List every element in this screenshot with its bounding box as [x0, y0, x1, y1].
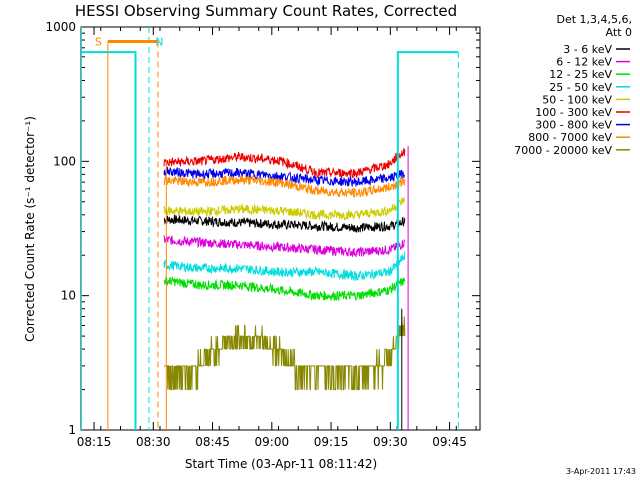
x-tick-label: 08:30 — [136, 435, 171, 449]
series-line — [163, 196, 406, 221]
legend-label: 25 - 50 keV — [549, 81, 612, 94]
x-tick-label: 09:15 — [314, 435, 349, 449]
legend-label: 300 - 800 keV — [535, 119, 612, 132]
series-line — [396, 51, 459, 430]
legend-label: 3 - 6 keV — [563, 43, 612, 56]
y-tick-label: 1 — [68, 423, 76, 437]
timestamp: 3-Apr-2011 17:43 — [566, 467, 636, 476]
legend-label: 12 - 25 keV — [549, 68, 612, 81]
legend-header-line: Att 0 — [606, 26, 632, 39]
series-line — [163, 166, 405, 187]
series-line — [164, 316, 406, 391]
legend-label: 6 - 12 keV — [556, 56, 612, 69]
series-line — [163, 235, 406, 258]
y-axis-title: Corrected Count Rate (s⁻¹ detector⁻¹) — [23, 116, 37, 342]
x-tick-label: 08:15 — [77, 435, 112, 449]
series-line — [163, 148, 406, 179]
legend-label: 7000 - 20000 keV — [514, 144, 612, 157]
y-tick-label: 100 — [53, 154, 76, 168]
chart-title: HESSI Observing Summary Count Rates, Cor… — [75, 2, 457, 20]
x-tick-label: 08:45 — [195, 435, 230, 449]
x-axis-title: Start Time (03-Apr-11 08:11:42) — [185, 457, 377, 471]
x-tick-label: 09:00 — [255, 435, 290, 449]
series-line — [163, 251, 406, 282]
flag-annotation: N — [155, 35, 163, 48]
legend-header-line: Det 1,3,4,5,6, — [556, 13, 632, 26]
x-tick-label: 09:30 — [373, 435, 408, 449]
y-tick-label: 10 — [61, 289, 76, 303]
legend-label: 50 - 100 keV — [542, 93, 612, 106]
legend-label: 100 - 300 keV — [535, 106, 612, 119]
series-line — [163, 214, 406, 233]
plot-frame — [80, 26, 481, 431]
x-tick-label: 09:45 — [432, 435, 467, 449]
series-line — [163, 276, 406, 302]
y-tick-label: 1000 — [45, 20, 76, 34]
flag-annotation: S — [95, 35, 102, 48]
series-line — [81, 51, 137, 430]
legend-label: 800 - 7000 keV — [528, 131, 612, 144]
series-line — [163, 175, 406, 199]
